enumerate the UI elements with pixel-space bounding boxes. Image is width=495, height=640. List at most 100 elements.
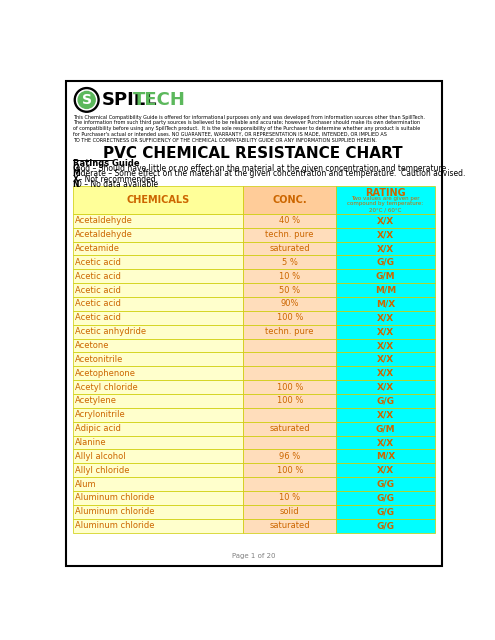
Text: D – No data available: D – No data available	[76, 180, 158, 189]
Text: 10 %: 10 %	[279, 272, 300, 281]
Text: 100 %: 100 %	[277, 466, 303, 475]
Text: techn. pure: techn. pure	[265, 327, 314, 336]
FancyBboxPatch shape	[73, 214, 243, 228]
FancyBboxPatch shape	[243, 491, 336, 505]
Text: Page 1 of 20: Page 1 of 20	[232, 553, 275, 559]
Text: Acrylonitrile: Acrylonitrile	[75, 410, 126, 419]
Text: Acetic acid: Acetic acid	[75, 300, 121, 308]
Text: CONC.: CONC.	[272, 195, 307, 205]
Text: Allyl alcohol: Allyl alcohol	[75, 452, 126, 461]
Text: Acetylene: Acetylene	[75, 396, 117, 406]
FancyBboxPatch shape	[243, 366, 336, 380]
FancyBboxPatch shape	[73, 241, 243, 255]
Text: 5 %: 5 %	[282, 258, 297, 267]
Text: saturated: saturated	[269, 244, 310, 253]
FancyBboxPatch shape	[336, 297, 435, 311]
FancyBboxPatch shape	[243, 228, 336, 241]
Text: G/G: G/G	[376, 521, 395, 530]
Text: Acetic acid: Acetic acid	[75, 258, 121, 267]
Text: G/G: G/G	[376, 396, 395, 406]
Text: 100 %: 100 %	[277, 383, 303, 392]
Text: X/X: X/X	[377, 383, 394, 392]
Text: X/X: X/X	[377, 216, 394, 225]
FancyBboxPatch shape	[66, 81, 442, 566]
FancyBboxPatch shape	[73, 255, 243, 269]
Circle shape	[78, 92, 95, 108]
FancyBboxPatch shape	[73, 449, 243, 463]
FancyBboxPatch shape	[336, 353, 435, 366]
FancyBboxPatch shape	[336, 408, 435, 422]
Text: This Chemical Compatibility Guide is offered for informational purposes only and: This Chemical Compatibility Guide is off…	[73, 115, 425, 120]
FancyBboxPatch shape	[336, 519, 435, 532]
Text: for Purchaser's actual or intended uses. NO GUARANTEE, WARRANTY, OR REPRESENTATI: for Purchaser's actual or intended uses.…	[73, 132, 387, 137]
Text: of compatibility before using any SpillTech product.  It is the sole responsibil: of compatibility before using any SpillT…	[73, 126, 420, 131]
Text: G/M: G/M	[376, 272, 395, 281]
FancyBboxPatch shape	[336, 505, 435, 519]
Text: 90%: 90%	[281, 300, 299, 308]
Text: X/X: X/X	[377, 327, 394, 336]
FancyBboxPatch shape	[336, 186, 435, 214]
Text: The information from such third party sources is believed to be reliable and acc: The information from such third party so…	[73, 120, 420, 125]
Text: M/X: M/X	[376, 300, 395, 308]
Text: Ratings Guide: Ratings Guide	[73, 159, 140, 168]
Text: PVC CHEMICAL RESISTANCE CHART: PVC CHEMICAL RESISTANCE CHART	[103, 146, 403, 161]
Text: saturated: saturated	[269, 424, 310, 433]
Text: Adipic acid: Adipic acid	[75, 424, 121, 433]
Text: Acetone: Acetone	[75, 341, 109, 350]
FancyBboxPatch shape	[336, 255, 435, 269]
Text: X/X: X/X	[377, 244, 394, 253]
FancyBboxPatch shape	[73, 186, 243, 214]
FancyBboxPatch shape	[336, 283, 435, 297]
FancyBboxPatch shape	[73, 353, 243, 366]
FancyBboxPatch shape	[73, 297, 243, 311]
FancyBboxPatch shape	[243, 255, 336, 269]
FancyBboxPatch shape	[243, 408, 336, 422]
FancyBboxPatch shape	[73, 408, 243, 422]
Text: RATING: RATING	[365, 188, 406, 198]
Text: 10 %: 10 %	[279, 493, 300, 502]
FancyBboxPatch shape	[73, 477, 243, 491]
FancyBboxPatch shape	[336, 228, 435, 241]
Text: Aluminum chloride: Aluminum chloride	[75, 521, 154, 530]
Text: G: G	[73, 164, 79, 173]
FancyBboxPatch shape	[73, 436, 243, 449]
FancyBboxPatch shape	[243, 477, 336, 491]
FancyBboxPatch shape	[243, 324, 336, 339]
Text: Aluminum chloride: Aluminum chloride	[75, 508, 154, 516]
FancyBboxPatch shape	[243, 436, 336, 449]
FancyBboxPatch shape	[243, 186, 336, 214]
Text: X/X: X/X	[377, 355, 394, 364]
Text: X/X: X/X	[377, 314, 394, 323]
FancyBboxPatch shape	[336, 394, 435, 408]
Text: 100 %: 100 %	[277, 314, 303, 323]
FancyBboxPatch shape	[243, 422, 336, 436]
FancyBboxPatch shape	[243, 353, 336, 366]
FancyBboxPatch shape	[336, 463, 435, 477]
Text: M: M	[73, 169, 81, 178]
FancyBboxPatch shape	[73, 491, 243, 505]
FancyBboxPatch shape	[243, 519, 336, 532]
FancyBboxPatch shape	[243, 214, 336, 228]
FancyBboxPatch shape	[243, 394, 336, 408]
FancyBboxPatch shape	[73, 228, 243, 241]
Text: Acetaldehyde: Acetaldehyde	[75, 230, 133, 239]
FancyBboxPatch shape	[73, 505, 243, 519]
Text: TECH: TECH	[132, 91, 185, 109]
Text: TO THE CORRECTNESS OR SUFFICIENCY OF THE CHEMICAL COMPATABILITY GUIDE OR ANY INF: TO THE CORRECTNESS OR SUFFICIENCY OF THE…	[73, 138, 377, 143]
Text: G/M: G/M	[376, 424, 395, 433]
Text: X/X: X/X	[377, 369, 394, 378]
Text: M/X: M/X	[376, 452, 395, 461]
Text: X/X: X/X	[377, 410, 394, 419]
Text: X/X: X/X	[377, 341, 394, 350]
Text: 50 %: 50 %	[279, 285, 300, 294]
FancyBboxPatch shape	[336, 214, 435, 228]
Text: ood – Should have little or no effect on the material at the given concentration: ood – Should have little or no effect on…	[76, 164, 446, 173]
Text: – Not recommended.: – Not recommended.	[76, 175, 158, 184]
Text: oderate – Some effect on the material at the given concentration and temperature: oderate – Some effect on the material at…	[76, 169, 466, 178]
Text: Acetic acid: Acetic acid	[75, 272, 121, 281]
FancyBboxPatch shape	[243, 463, 336, 477]
FancyBboxPatch shape	[336, 491, 435, 505]
FancyBboxPatch shape	[73, 311, 243, 324]
FancyBboxPatch shape	[336, 311, 435, 324]
FancyBboxPatch shape	[336, 324, 435, 339]
